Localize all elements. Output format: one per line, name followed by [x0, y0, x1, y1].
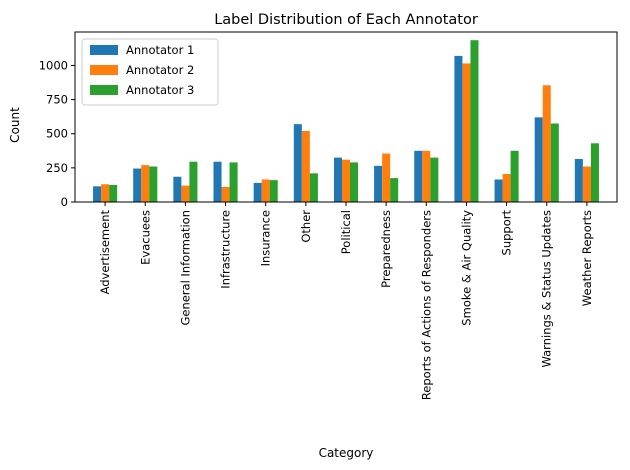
bar-1-general-information: [173, 176, 182, 202]
y-tick-label: 750: [46, 93, 68, 107]
bar-3-general-information: [189, 161, 198, 202]
legend: Annotator 1 Annotator 2 Annotator 3: [81, 38, 219, 106]
bar-3-infrastructure: [229, 162, 238, 202]
bar-3-evacuees: [149, 166, 158, 202]
x-tick-label: Infrastructure: [219, 210, 233, 289]
bar-3-insurance: [269, 180, 278, 202]
chart-title: Label Distribution of Each Annotator: [214, 12, 478, 28]
bar-1-other: [293, 124, 302, 202]
y-axis-label: Count: [8, 107, 22, 143]
bar-2-preparedness: [382, 153, 391, 202]
x-tick-label: Warnings & Status Updates: [540, 210, 554, 368]
y-axis-ticks: 0 250 500 750 1000: [39, 58, 75, 209]
bar-2-smoke-air-quality: [462, 63, 471, 202]
y-tick-label: 500: [46, 127, 68, 141]
x-tick-label: Political: [339, 210, 353, 254]
bar-3-advertisement: [109, 184, 118, 202]
bar-2-evacuees: [141, 165, 150, 202]
legend-swatch: [90, 85, 118, 95]
bar-2-warnings-status-updates: [542, 85, 551, 202]
bar-1-evacuees: [133, 168, 142, 202]
x-tick-label: Advertisement: [98, 210, 112, 295]
bar-1-smoke-air-quality: [454, 55, 463, 203]
bar-1-advertisement: [93, 186, 102, 202]
x-tick-label: Other: [299, 210, 313, 243]
bar-1-warnings-status-updates: [534, 117, 543, 202]
legend-swatch: [90, 45, 118, 55]
y-tick-label: 0: [61, 195, 68, 209]
legend-swatch: [90, 65, 118, 75]
bar-1-preparedness: [374, 165, 383, 202]
x-tick-label: Smoke & Air Quality: [459, 210, 473, 326]
bar-3-support: [510, 150, 519, 202]
legend-label: Annotator 2: [126, 63, 194, 77]
x-tick-label: Evacuees: [138, 210, 152, 265]
x-tick-label: Support: [500, 210, 514, 256]
x-axis-label: Category: [319, 446, 374, 460]
bar-2-insurance: [261, 179, 270, 202]
y-tick-label: 250: [46, 161, 68, 175]
bar-1-political: [333, 157, 342, 202]
plot-frame: [74, 31, 618, 203]
x-tick-label: Preparedness: [379, 210, 393, 288]
bar-3-other: [309, 173, 318, 202]
bar-3-political: [350, 162, 359, 202]
bar-2-advertisement: [101, 184, 110, 202]
bar-1-support: [494, 179, 503, 202]
bar-2-reports-of-actions-of-responders: [422, 150, 431, 202]
bar-3-smoke-air-quality: [470, 40, 479, 202]
x-tick-label: General Information: [178, 210, 192, 326]
bar-2-support: [502, 174, 511, 202]
x-tick-label: Weather Reports: [580, 210, 594, 306]
bar-1-reports-of-actions-of-responders: [414, 150, 423, 202]
bar-1-insurance: [253, 182, 262, 202]
bar-3-weather-reports: [590, 143, 599, 202]
x-axis-ticks: Advertisement Evacuees General Information…: [98, 202, 594, 400]
bar-2-weather-reports: [582, 166, 591, 202]
bar-3-warnings-status-updates: [550, 123, 559, 202]
bar-3-preparedness: [390, 178, 399, 202]
bar-1-weather-reports: [574, 158, 583, 202]
bar-2-general-information: [181, 185, 190, 202]
bar-1-infrastructure: [213, 161, 222, 202]
legend-label: Annotator 3: [126, 83, 194, 97]
bar-2-political: [341, 159, 351, 202]
bars-layer: [93, 40, 599, 203]
bar-2-other: [301, 131, 310, 202]
x-tick-label: Reports of Actions of Responders: [419, 210, 433, 400]
bar-3-reports-of-actions-of-responders: [430, 157, 439, 202]
y-tick-label: 1000: [39, 58, 68, 72]
bar-2-infrastructure: [221, 186, 230, 202]
legend-label: Annotator 1: [126, 43, 194, 57]
x-tick-label: Insurance: [259, 210, 273, 266]
